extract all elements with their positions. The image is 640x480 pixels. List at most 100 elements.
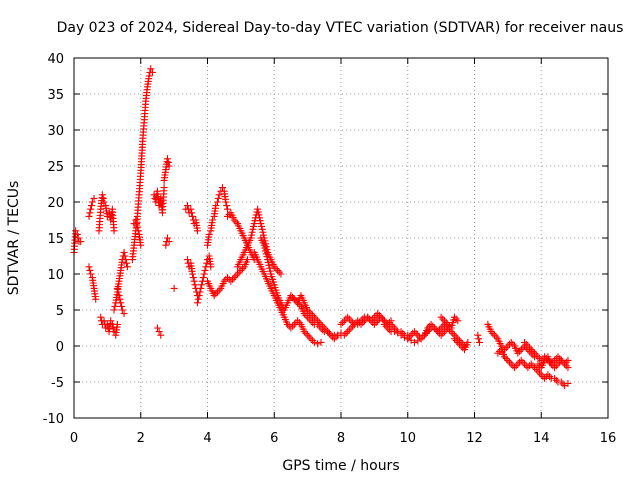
data-point (230, 274, 238, 282)
grid-layer (74, 58, 608, 418)
data-point (117, 299, 125, 307)
data-point (537, 371, 545, 379)
data-point (410, 338, 418, 346)
x-tick-label: 6 (270, 431, 278, 446)
data-point (491, 331, 499, 339)
data-point (317, 324, 325, 332)
data-point (404, 335, 412, 343)
series-seg-b (85, 263, 100, 303)
data-point (290, 295, 298, 303)
data-point (392, 326, 400, 334)
x-tick-label: 14 (533, 431, 550, 446)
data-point (88, 202, 96, 210)
data-point (224, 205, 232, 213)
data-point (312, 315, 320, 323)
data-point (551, 356, 559, 364)
data-point (137, 241, 145, 249)
data-point (354, 320, 362, 328)
y-tick-label: 0 (56, 340, 64, 355)
data-point (99, 194, 107, 202)
data-point (347, 317, 355, 325)
data-point (90, 194, 98, 202)
data-point (120, 310, 128, 318)
data-point (536, 369, 544, 377)
series-seg-x (287, 292, 345, 339)
data-point (100, 317, 108, 325)
data-point (290, 320, 298, 328)
data-point (372, 319, 380, 327)
series-seg-e (97, 313, 121, 339)
data-point (219, 184, 227, 192)
data-point (315, 322, 323, 330)
data-point (455, 340, 463, 348)
data-point (194, 295, 202, 303)
data-point (507, 360, 515, 368)
series-seg-z (337, 313, 412, 339)
data-point (534, 367, 542, 375)
data-point (215, 191, 223, 199)
data-point (223, 202, 231, 210)
data-point (439, 329, 447, 337)
y-tick-label: 5 (56, 304, 64, 319)
data-point (115, 292, 123, 300)
data-point (305, 333, 313, 341)
data-point (474, 331, 482, 339)
data-point (310, 338, 318, 346)
data-point (277, 270, 285, 278)
data-point (476, 338, 484, 346)
data-point (317, 338, 325, 346)
x-tick-label: 16 (600, 431, 617, 446)
data-point (147, 65, 155, 73)
data-point (201, 266, 209, 274)
data-point (357, 317, 365, 325)
data-point (155, 328, 163, 336)
data-point (440, 317, 448, 325)
data-point (183, 202, 191, 210)
data-point (73, 230, 81, 238)
series-seg-c (85, 194, 98, 220)
data-point (170, 284, 178, 292)
data-point (457, 342, 465, 350)
series-seg-n (170, 284, 178, 292)
data-point (224, 212, 232, 220)
data-point (377, 313, 385, 321)
data-point (339, 319, 347, 327)
data-point (86, 209, 94, 217)
data-point (412, 329, 420, 337)
data-point (464, 338, 472, 346)
data-point (98, 191, 106, 199)
series-seg-af (474, 331, 484, 346)
data-point (97, 313, 105, 321)
x-tick-label: 2 (137, 431, 145, 446)
data-point (134, 227, 142, 235)
y-tick-label: 35 (47, 88, 64, 103)
data-point (349, 319, 357, 327)
data-point (546, 373, 554, 381)
data-point (92, 295, 100, 303)
data-point (561, 360, 569, 368)
data-point (183, 256, 191, 264)
data-point (434, 328, 442, 336)
data-point (209, 216, 217, 224)
data-point (332, 333, 340, 341)
data-point (511, 364, 519, 372)
data-point (410, 328, 418, 336)
data-point (370, 313, 378, 321)
data-point (534, 360, 542, 368)
data-point (364, 313, 372, 321)
series-seg-v (250, 248, 325, 348)
data-point (552, 376, 560, 384)
data-point (229, 275, 237, 283)
series-seg-ah (494, 346, 572, 390)
data-point (344, 328, 352, 336)
data-point (557, 378, 565, 386)
data-point (87, 205, 95, 213)
data-point (521, 338, 529, 346)
data-point (384, 324, 392, 332)
data-point (85, 263, 93, 271)
data-point (207, 263, 215, 271)
data-point (534, 353, 542, 361)
series-seg-k (153, 324, 165, 339)
data-point (133, 220, 141, 228)
chart-title: Day 023 of 2024, Sidereal Day-to-day VTE… (57, 20, 624, 36)
